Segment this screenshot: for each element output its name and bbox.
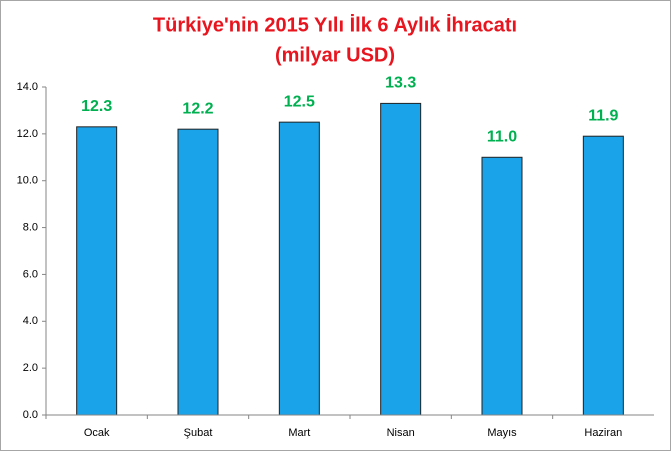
bar [278,121,320,416]
y-tick-label: 10.0 [17,175,38,187]
y-tick-label: 4.0 [23,315,38,327]
bar [582,135,624,416]
value-label: 13.3 [385,75,416,92]
chart-title: Türkiye'nin 2015 Yılı İlk 6 Aylık İhraca… [153,13,517,36]
bar [177,128,219,416]
chart-subtitle: (milyar USD) [275,44,395,66]
y-tick-label: 8.0 [23,221,38,233]
value-label: 12.5 [284,93,315,110]
bar [481,156,523,416]
bar [76,126,118,416]
bar [380,102,422,416]
y-tick-label: 0.0 [23,409,38,421]
x-tick-label: Ocak [84,427,110,439]
x-tick-label: Şubat [184,427,213,439]
value-label: 12.3 [81,98,112,115]
y-tick-label: 12.0 [17,128,38,140]
value-label: 12.2 [182,100,213,117]
y-tick-label: 14.0 [17,81,38,93]
x-tick-label: Mayıs [487,427,517,439]
value-label: 11.9 [588,107,618,124]
y-tick-label: 2.0 [23,362,38,374]
x-tick-label: Mart [288,427,310,439]
value-label: 11.0 [487,129,517,146]
x-tick-label: Haziran [584,427,622,439]
x-tick-label: Nisan [387,427,415,439]
y-tick-label: 6.0 [23,268,38,280]
